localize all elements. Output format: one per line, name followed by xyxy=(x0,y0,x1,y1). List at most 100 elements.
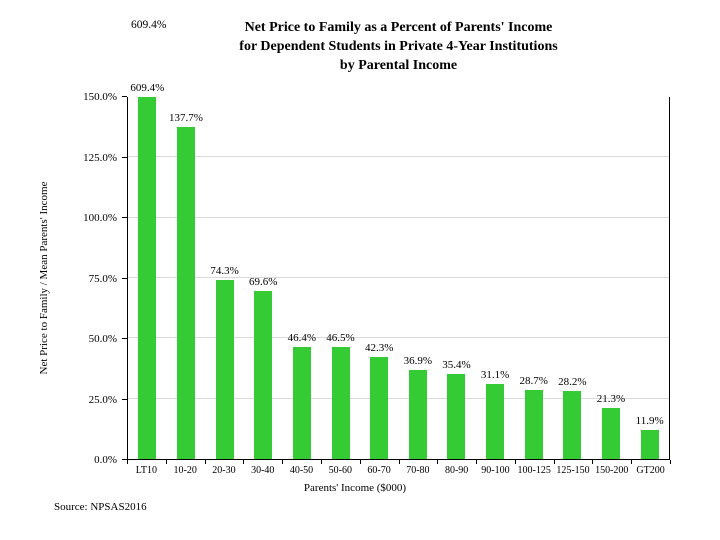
bar-group: 28.2% xyxy=(553,97,592,459)
y-tick-label: 150.0% xyxy=(83,91,117,103)
x-tick-label: 100-125 xyxy=(517,465,551,476)
bar-value-label: 42.3% xyxy=(364,341,394,354)
bar-group: 42.3% xyxy=(360,97,399,459)
x-tick-mark xyxy=(670,460,671,464)
bar-value-label: 35.4% xyxy=(442,358,471,371)
x-tick-label: 40-50 xyxy=(289,465,314,476)
bar-group: 31.1% xyxy=(476,97,515,459)
bar xyxy=(486,383,505,459)
bar-value-label: 36.9% xyxy=(403,354,433,367)
gridline xyxy=(128,397,669,399)
bar xyxy=(602,407,620,459)
bar-value-label: 11.9% xyxy=(635,415,664,428)
bar xyxy=(331,346,350,459)
y-tick-label: 125.0% xyxy=(83,151,117,164)
bar-value-label: 69.6% xyxy=(249,276,278,289)
bar-value-label: 74.3% xyxy=(210,264,239,277)
y-tick-label: 0.0% xyxy=(94,454,117,466)
bar-value-label: 28.7% xyxy=(519,374,548,387)
bar-group: 21.3% xyxy=(592,97,631,459)
y-axis-tick-marks xyxy=(122,96,127,460)
x-tick-label: 70-80 xyxy=(406,465,430,476)
y-tick-mark xyxy=(122,217,127,218)
bar xyxy=(640,430,659,459)
bar-group: 11.9% xyxy=(630,97,669,459)
y-tick-mark xyxy=(122,459,127,460)
x-tick-mark xyxy=(320,460,322,464)
bar-group: 609.4% xyxy=(128,82,167,459)
x-axis-tick-marks xyxy=(127,460,671,465)
bar xyxy=(176,126,195,459)
gridline xyxy=(128,277,669,278)
bar-value-label: 46.5% xyxy=(326,331,355,344)
y-tick-label: 25.0% xyxy=(88,393,117,406)
bar-value-label: 28.2% xyxy=(558,375,587,388)
chart-title-line-1: Net Price to Family as a Percent of Pare… xyxy=(244,20,553,35)
bar-group: 35.4% xyxy=(437,97,476,459)
bar-value-label: 46.4% xyxy=(287,332,317,345)
bar xyxy=(563,390,582,459)
y-tick-mark xyxy=(122,398,127,400)
x-tick-label: 10-20 xyxy=(173,465,197,476)
bar-group: 46.5% xyxy=(321,97,360,459)
y-tick-mark xyxy=(122,277,127,279)
bar-value-label: 31.1% xyxy=(480,368,510,381)
clipped-bar-annotation: 609.4% xyxy=(131,19,167,31)
bar-group: 36.9% xyxy=(398,97,437,459)
bar-group: 28.7% xyxy=(514,97,553,459)
x-tick-mark xyxy=(553,460,555,464)
x-tick-label: 20-30 xyxy=(212,465,236,476)
bar xyxy=(447,373,466,459)
x-tick-label: 30-40 xyxy=(251,465,275,476)
bar-value-label: 21.3% xyxy=(596,392,626,405)
bar xyxy=(292,347,311,459)
x-tick-mark xyxy=(514,460,516,464)
x-tick-mark xyxy=(204,460,206,464)
x-axis-tick-labels: LT10 10-20 20-30 30-40 40-50 50-60 60-70 70-80 8… xyxy=(127,465,670,476)
y-axis-tick-labels: 0.0% 25.0% 50.0% 75.0% 100.0% 125.0% 150.0% xyxy=(52,91,117,466)
y-tick-mark xyxy=(122,156,127,158)
x-tick-mark xyxy=(476,460,478,464)
y-tick-mark xyxy=(122,96,127,97)
x-tick-mark xyxy=(437,460,439,464)
gridline xyxy=(128,156,669,158)
bar xyxy=(254,291,273,459)
bar xyxy=(215,279,234,459)
bar xyxy=(524,389,543,459)
x-tick-label: LT10 xyxy=(135,465,158,476)
bar-group: 137.7% xyxy=(167,97,206,459)
x-tick-mark xyxy=(398,460,400,464)
plot-area: 609.4% 137.7% 74.3% 69.6% 46.4% 46.5% 42.3% 36.… xyxy=(127,82,670,460)
y-tick-label: 50.0% xyxy=(88,333,117,345)
y-axis-title: Net Price to Family / Mean Parents' Inco… xyxy=(38,181,50,375)
x-axis-title: Parents' Income ($000) xyxy=(303,482,407,494)
x-tick-mark xyxy=(127,460,128,464)
gridline xyxy=(128,337,669,339)
chart-title-line-2: for Dependent Students in Private 4-Year… xyxy=(239,39,558,54)
x-tick-mark xyxy=(165,460,167,464)
x-tick-label: 80-90 xyxy=(444,465,469,476)
bar xyxy=(408,369,427,459)
bar xyxy=(370,356,389,459)
bar-value-label: 609.4% xyxy=(130,82,165,94)
bars-container: 609.4% 137.7% 74.3% 69.6% 46.4% 46.5% 42.3% 36.… xyxy=(128,82,669,459)
chart-title-line-3: by Parental Income xyxy=(339,58,458,73)
x-tick-mark xyxy=(243,460,245,464)
x-tick-label: GT200 xyxy=(636,465,665,476)
bar-group: 69.6% xyxy=(244,97,283,459)
bar-value-label: 137.7% xyxy=(168,111,203,124)
bar-group: 74.3% xyxy=(205,97,244,459)
y-tick-label: 100.0% xyxy=(83,212,117,224)
gridline xyxy=(128,216,669,218)
x-tick-mark xyxy=(282,460,284,464)
x-tick-label: 50-60 xyxy=(328,465,352,476)
y-tick-mark xyxy=(122,338,127,339)
bar-group: 46.4% xyxy=(283,97,322,459)
x-tick-mark xyxy=(592,460,594,464)
x-tick-label: 90-100 xyxy=(481,465,510,476)
y-tick-label: 75.0% xyxy=(88,272,117,285)
x-tick-label: 150-200 xyxy=(595,465,629,476)
x-tick-label: 60-70 xyxy=(367,465,391,476)
bar xyxy=(138,97,157,459)
